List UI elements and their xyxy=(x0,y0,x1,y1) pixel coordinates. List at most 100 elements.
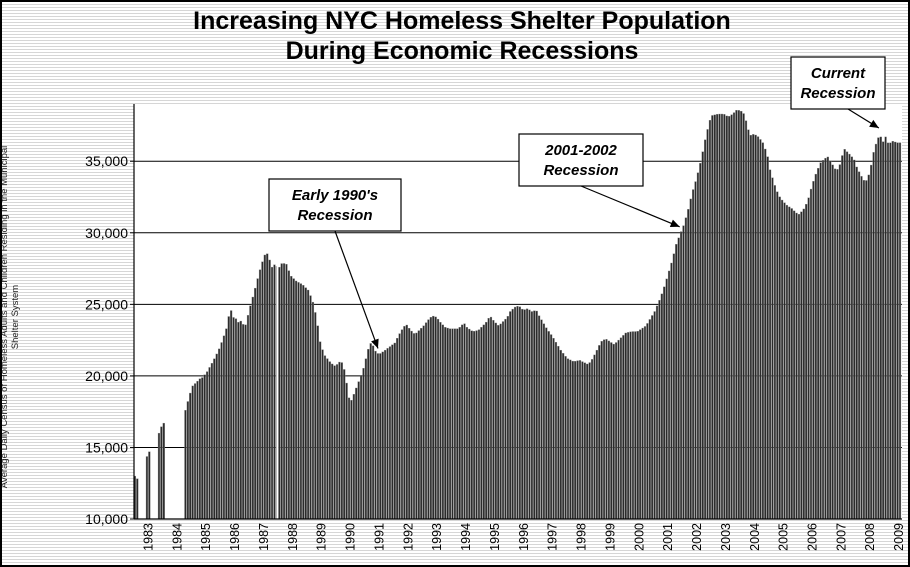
bar xyxy=(766,156,769,520)
bar xyxy=(319,341,322,520)
bar xyxy=(564,356,567,520)
bar xyxy=(612,343,615,520)
bar xyxy=(740,110,743,520)
bar xyxy=(485,321,488,520)
bar xyxy=(355,387,358,520)
bar xyxy=(338,361,341,520)
bar xyxy=(562,353,565,520)
bar xyxy=(571,360,574,520)
bar xyxy=(213,358,216,520)
bar xyxy=(639,329,642,520)
chart-title-line-1: Increasing NYC Homeless Shelter Populati… xyxy=(193,7,731,35)
bar xyxy=(785,204,789,520)
bar xyxy=(244,324,247,520)
arrowhead-icon xyxy=(371,338,379,349)
x-tick-label: 1993 xyxy=(430,523,444,551)
bar xyxy=(581,361,584,520)
bar xyxy=(449,328,452,520)
arrowhead-icon xyxy=(669,219,680,228)
bar xyxy=(566,358,570,520)
bar xyxy=(203,374,206,520)
bar xyxy=(870,164,873,520)
bar xyxy=(463,323,466,520)
bar xyxy=(744,120,748,520)
bar xyxy=(867,174,870,520)
bar xyxy=(470,330,473,520)
bar xyxy=(540,319,543,520)
y-tick-label: 10,000 xyxy=(85,511,128,527)
bar xyxy=(208,367,211,520)
bar xyxy=(420,328,423,520)
bar xyxy=(663,286,666,520)
annotation-text: Recession xyxy=(800,85,875,102)
bar xyxy=(218,348,221,520)
bar xyxy=(735,110,738,520)
bar xyxy=(191,385,194,520)
bar xyxy=(526,308,529,520)
bar xyxy=(884,136,887,520)
x-tick-label: 2005 xyxy=(777,523,791,551)
bar xyxy=(328,361,331,520)
bar xyxy=(641,327,644,520)
bar xyxy=(403,326,406,520)
bar xyxy=(311,301,315,520)
bar xyxy=(535,310,538,520)
bar xyxy=(434,316,437,520)
bar xyxy=(441,324,444,520)
bar xyxy=(554,342,558,520)
x-tick-label: 2002 xyxy=(690,523,704,551)
bar xyxy=(307,289,310,520)
bar xyxy=(254,287,257,520)
bar xyxy=(160,426,163,520)
bar xyxy=(802,208,805,520)
bar xyxy=(812,181,815,520)
bar xyxy=(583,362,586,520)
bar xyxy=(677,237,680,520)
bar xyxy=(853,159,856,520)
bar xyxy=(865,180,868,520)
bar xyxy=(523,309,526,520)
bar xyxy=(684,217,687,520)
bar xyxy=(309,295,312,520)
bar xyxy=(528,309,531,520)
y-tick-label: 15,000 xyxy=(85,439,128,455)
bar xyxy=(326,358,329,520)
bar xyxy=(511,308,514,520)
bar xyxy=(826,156,829,520)
bar xyxy=(790,208,793,520)
bar xyxy=(598,345,601,520)
bar xyxy=(415,332,418,520)
bar xyxy=(417,330,420,520)
bar xyxy=(742,113,745,520)
bar xyxy=(230,310,233,520)
bar xyxy=(249,305,252,520)
bar xyxy=(480,327,483,520)
x-tick-label: 1985 xyxy=(199,523,213,551)
bar xyxy=(819,162,822,520)
x-tick-label: 1984 xyxy=(170,523,184,551)
bar xyxy=(824,157,827,520)
bar xyxy=(711,115,714,520)
bar xyxy=(343,369,346,520)
bar xyxy=(615,342,618,520)
bar xyxy=(848,153,851,520)
bar xyxy=(280,263,283,520)
bar xyxy=(576,360,579,520)
bar xyxy=(718,113,721,520)
bar xyxy=(458,327,461,520)
annotation-1: Early 1990's Recession xyxy=(268,178,402,349)
bar xyxy=(771,177,774,520)
bar xyxy=(730,114,733,520)
bar xyxy=(788,206,791,520)
bar xyxy=(764,148,767,520)
bar xyxy=(759,139,762,520)
x-tick-label: 1997 xyxy=(546,523,560,551)
bar xyxy=(627,332,630,520)
annotation-arrow xyxy=(334,230,379,349)
bar xyxy=(489,316,493,520)
bar xyxy=(778,196,781,520)
bar xyxy=(379,353,382,520)
bar xyxy=(600,341,603,520)
x-tick-label: 2003 xyxy=(719,523,733,551)
bar xyxy=(506,316,509,520)
